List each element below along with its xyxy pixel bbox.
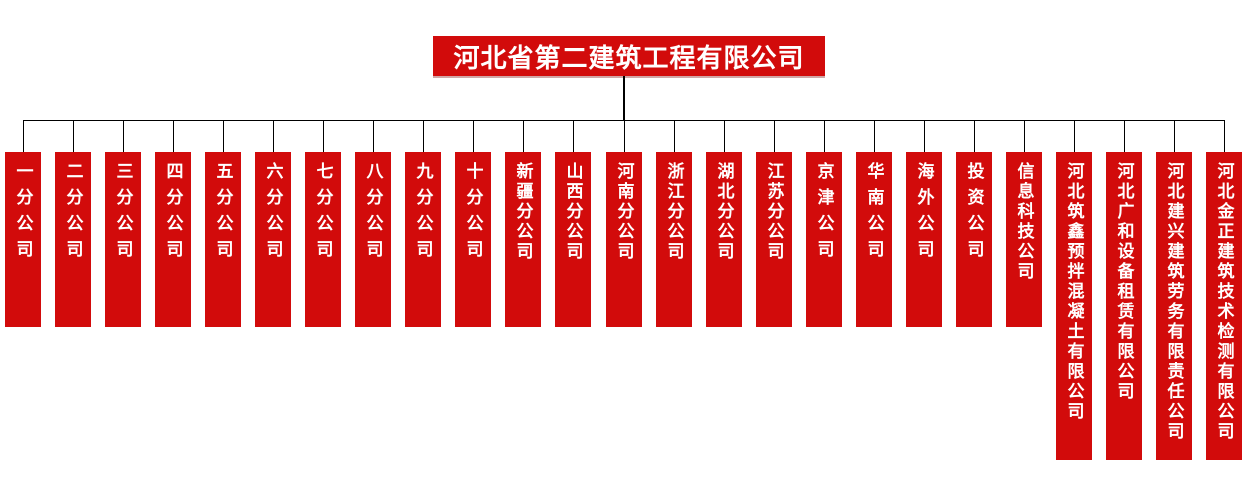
connector-drop-line bbox=[674, 120, 675, 152]
org-box-label: 十分公司 bbox=[463, 162, 483, 266]
org-box-subsidiary-6: 六分公司 bbox=[255, 152, 291, 327]
org-box-label: 河北建兴建筑劳务有限责任公司 bbox=[1164, 162, 1184, 442]
org-box-label: 山西分公司 bbox=[563, 162, 583, 262]
connector-drop-line bbox=[1224, 120, 1225, 152]
org-box-label: 二分公司 bbox=[63, 162, 83, 266]
connector-drop-line bbox=[23, 120, 24, 152]
org-box-subsidiary-24: 河北建兴建筑劳务有限责任公司 bbox=[1156, 152, 1192, 460]
org-box-subsidiary-12: 山西分公司 bbox=[555, 152, 591, 327]
connector-drop-line bbox=[1074, 120, 1075, 152]
connector-drop-line bbox=[724, 120, 725, 152]
org-box-label: 三分公司 bbox=[113, 162, 133, 266]
org-box-label: 新疆分公司 bbox=[513, 162, 533, 262]
connector-drop-line bbox=[1124, 120, 1125, 152]
connector-drop-line bbox=[423, 120, 424, 152]
org-box-subsidiary-15: 湖北分公司 bbox=[706, 152, 742, 327]
connector-drop-line bbox=[924, 120, 925, 152]
org-box-label: 四分公司 bbox=[163, 162, 183, 266]
org-box-subsidiary-5: 五分公司 bbox=[205, 152, 241, 327]
connector-bus-line bbox=[23, 120, 1224, 121]
connector-drop-line bbox=[173, 120, 174, 152]
root-company-box: 河北省第二建筑工程有限公司 bbox=[433, 36, 825, 76]
connector-drop-line bbox=[824, 120, 825, 152]
org-box-label: 京津公司 bbox=[814, 162, 834, 266]
org-box-subsidiary-16: 江苏分公司 bbox=[756, 152, 792, 327]
org-box-subsidiary-3: 三分公司 bbox=[105, 152, 141, 327]
org-box-subsidiary-13: 河南分公司 bbox=[606, 152, 642, 327]
org-box-subsidiary-2: 二分公司 bbox=[55, 152, 91, 327]
connector-drop-line bbox=[473, 120, 474, 152]
org-box-label: 五分公司 bbox=[213, 162, 233, 266]
org-box-label: 河南分公司 bbox=[614, 162, 634, 262]
org-box-label: 华南公司 bbox=[864, 162, 884, 266]
org-box-label: 河北金正建筑技术检测有限公司 bbox=[1214, 162, 1234, 442]
org-box-label: 河北广和设备租赁有限公司 bbox=[1114, 162, 1134, 402]
connector-root-stem bbox=[623, 76, 625, 120]
org-box-subsidiary-9: 九分公司 bbox=[405, 152, 441, 327]
connector-drop-line bbox=[774, 120, 775, 152]
connector-drop-line bbox=[323, 120, 324, 152]
org-box-label: 浙江分公司 bbox=[664, 162, 684, 262]
org-box-subsidiary-8: 八分公司 bbox=[355, 152, 391, 327]
org-box-label: 江苏分公司 bbox=[764, 162, 784, 262]
org-box-label: 一分公司 bbox=[13, 162, 33, 266]
root-company-title: 河北省第二建筑工程有限公司 bbox=[453, 42, 805, 73]
org-box-subsidiary-14: 浙江分公司 bbox=[656, 152, 692, 327]
org-box-label: 信息科技公司 bbox=[1014, 162, 1034, 282]
org-box-subsidiary-11: 新疆分公司 bbox=[505, 152, 541, 327]
org-box-subsidiary-22: 河北筑鑫预拌混凝土有限公司 bbox=[1056, 152, 1092, 460]
org-box-subsidiary-10: 十分公司 bbox=[455, 152, 491, 327]
connector-drop-line bbox=[1174, 120, 1175, 152]
org-box-subsidiary-17: 京津公司 bbox=[806, 152, 842, 327]
connector-drop-line bbox=[223, 120, 224, 152]
org-box-label: 六分公司 bbox=[263, 162, 283, 266]
org-box-label: 海外公司 bbox=[914, 162, 934, 266]
connector-drop-line bbox=[1024, 120, 1025, 152]
connector-drop-line bbox=[273, 120, 274, 152]
org-box-label: 河北筑鑫预拌混凝土有限公司 bbox=[1064, 162, 1084, 422]
org-box-subsidiary-19: 海外公司 bbox=[906, 152, 942, 327]
connector-drop-line bbox=[874, 120, 875, 152]
org-box-label: 投资公司 bbox=[964, 162, 984, 266]
connector-drop-line bbox=[573, 120, 574, 152]
org-box-label: 七分公司 bbox=[313, 162, 333, 266]
connector-drop-line bbox=[624, 120, 625, 152]
connector-drop-line bbox=[123, 120, 124, 152]
org-box-subsidiary-7: 七分公司 bbox=[305, 152, 341, 327]
org-box-label: 九分公司 bbox=[413, 162, 433, 266]
org-box-label: 八分公司 bbox=[363, 162, 383, 266]
org-box-subsidiary-25: 河北金正建筑技术检测有限公司 bbox=[1206, 152, 1242, 460]
connector-drop-line bbox=[73, 120, 74, 152]
org-box-subsidiary-1: 一分公司 bbox=[5, 152, 41, 327]
org-box-subsidiary-18: 华南公司 bbox=[856, 152, 892, 327]
connector-drop-line bbox=[373, 120, 374, 152]
org-box-subsidiary-21: 信息科技公司 bbox=[1006, 152, 1042, 327]
org-box-subsidiary-4: 四分公司 bbox=[155, 152, 191, 327]
connector-drop-line bbox=[974, 120, 975, 152]
connector-drop-line bbox=[523, 120, 524, 152]
org-box-subsidiary-20: 投资公司 bbox=[956, 152, 992, 327]
org-box-subsidiary-23: 河北广和设备租赁有限公司 bbox=[1106, 152, 1142, 460]
org-box-label: 湖北分公司 bbox=[714, 162, 734, 262]
